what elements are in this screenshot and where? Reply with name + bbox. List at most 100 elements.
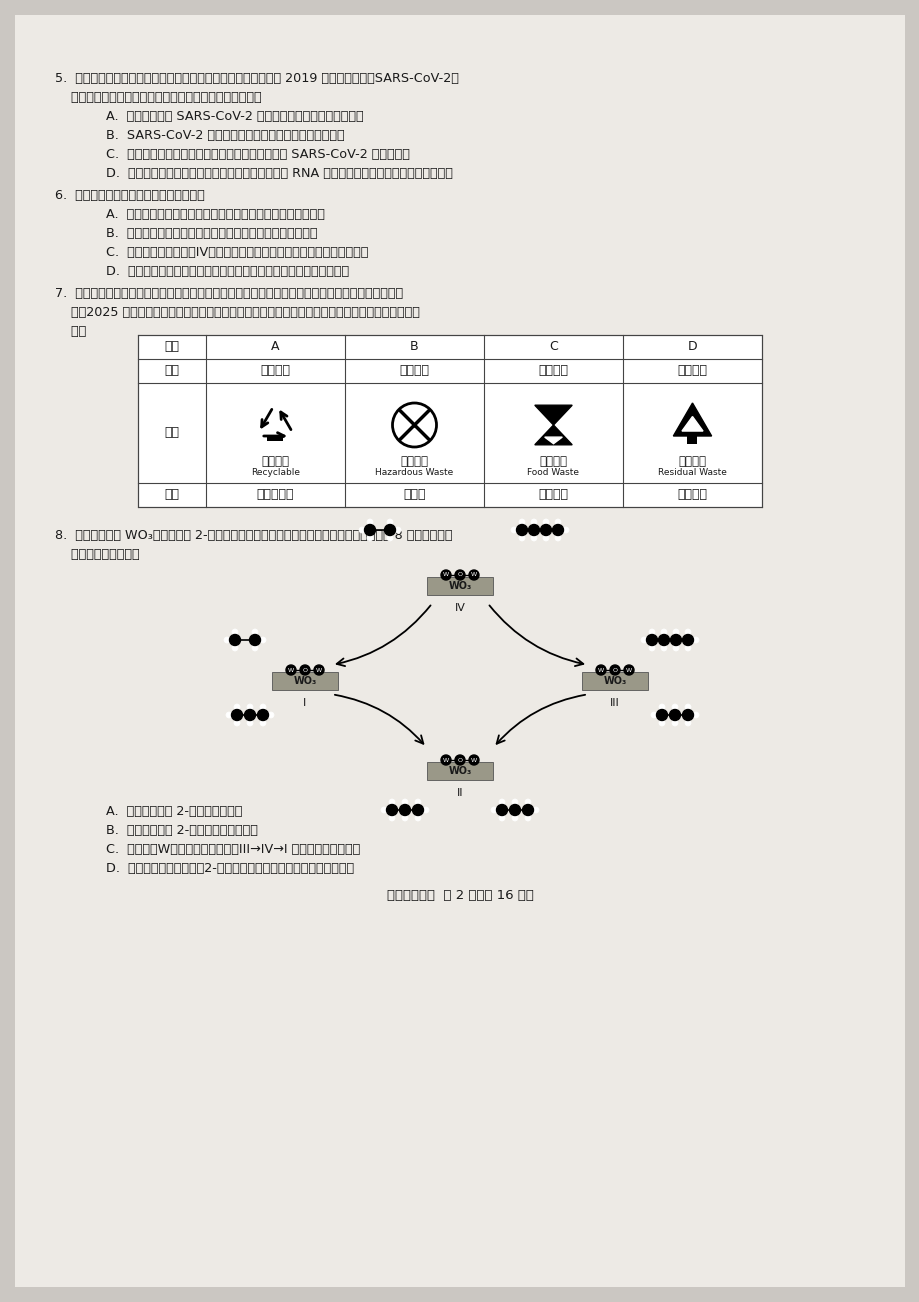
Circle shape [530, 519, 537, 525]
Circle shape [399, 805, 410, 815]
Text: 标志: 标志 [165, 427, 179, 440]
Circle shape [252, 644, 257, 651]
Circle shape [246, 720, 253, 727]
Text: 理科综合试题  第 2 页（共 16 页）: 理科综合试题 第 2 页（共 16 页） [386, 889, 533, 902]
FancyBboxPatch shape [686, 436, 697, 444]
Circle shape [692, 712, 698, 717]
Circle shape [658, 720, 664, 727]
Circle shape [367, 519, 372, 525]
Circle shape [313, 665, 323, 674]
Circle shape [491, 807, 496, 812]
Circle shape [512, 815, 517, 822]
Text: O: O [457, 573, 462, 578]
Circle shape [440, 570, 450, 579]
Circle shape [233, 720, 240, 727]
Circle shape [651, 712, 656, 717]
Circle shape [414, 815, 421, 822]
Text: I: I [303, 698, 306, 708]
Circle shape [223, 637, 230, 643]
Circle shape [542, 519, 549, 525]
Text: A.  人体细胞能为 SARS-CoV-2 的繁殖提供模板、原料和能量等: A. 人体细胞能为 SARS-CoV-2 的繁殖提供模板、原料和能量等 [90, 109, 363, 122]
Circle shape [532, 807, 539, 812]
Circle shape [525, 815, 530, 822]
Circle shape [232, 629, 238, 635]
Circle shape [244, 710, 255, 720]
Circle shape [260, 720, 266, 727]
Circle shape [389, 799, 394, 805]
Circle shape [358, 527, 365, 533]
Circle shape [562, 527, 568, 533]
Text: W: W [442, 758, 448, 763]
Circle shape [232, 644, 238, 651]
Text: 注：国际病毒分类委员会命名）。下列相关叙述正确的是: 注：国际病毒分类委员会命名）。下列相关叙述正确的是 [55, 91, 261, 104]
Circle shape [522, 805, 533, 815]
Text: C.  碳、钨（W）原子间的化学键在III→IV→I 的过程中未发生断裂: C. 碳、钨（W）原子间的化学键在III→IV→I 的过程中未发生断裂 [90, 842, 360, 855]
Circle shape [469, 570, 479, 579]
Circle shape [542, 535, 549, 542]
Circle shape [260, 704, 266, 710]
FancyBboxPatch shape [582, 672, 647, 690]
Circle shape [658, 634, 669, 646]
Circle shape [386, 805, 397, 815]
Text: WO₃: WO₃ [448, 581, 471, 591]
Text: W: W [471, 758, 477, 763]
FancyBboxPatch shape [267, 436, 283, 441]
Circle shape [246, 704, 253, 710]
Circle shape [596, 665, 606, 674]
Text: 废弃塑料瓶: 废弃塑料瓶 [256, 488, 294, 501]
Text: 旧电池: 旧电池 [403, 488, 425, 501]
Circle shape [496, 805, 507, 815]
Text: C.  花生子叶薄片用苏丹IV染液染色，显微镜下可观察到脂质都被染成红色: C. 花生子叶薄片用苏丹IV染液染色，显微镜下可观察到脂质都被染成红色 [90, 246, 368, 259]
Text: D: D [686, 341, 697, 354]
Text: O: O [302, 668, 307, 673]
Text: W: W [288, 668, 294, 673]
Circle shape [233, 704, 240, 710]
Circle shape [516, 525, 527, 535]
Circle shape [685, 720, 690, 727]
FancyBboxPatch shape [426, 577, 493, 595]
Text: B.  乙烯、丙烯和 2-丁烯的沸点依次升高: B. 乙烯、丙烯和 2-丁烯的沸点依次升高 [90, 824, 257, 837]
Circle shape [226, 712, 232, 717]
Text: W: W [625, 668, 631, 673]
Text: 厨余垃圾: 厨余垃圾 [539, 454, 567, 467]
Text: 举例: 举例 [165, 488, 179, 501]
Circle shape [510, 527, 516, 533]
Circle shape [518, 535, 525, 542]
Circle shape [387, 519, 392, 525]
Polygon shape [534, 424, 572, 445]
Text: D.  等质量的乙烯、丙烯、2-丁烯完全燃烧，消耗氧气的物质的量相等: D. 等质量的乙烯、丙烯、2-丁烯完全燃烧，消耗氧气的物质的量相等 [90, 862, 354, 875]
Text: 8.  科学家提出由 WO₃催化乙烯和 2-丁烯合成丙烯的反应历程如图（所有碳原子满足最外层 8 电子结构）。: 8. 科学家提出由 WO₃催化乙烯和 2-丁烯合成丙烯的反应历程如图（所有碳原子… [55, 529, 452, 542]
Circle shape [658, 704, 664, 710]
Circle shape [300, 665, 310, 674]
Polygon shape [544, 437, 562, 444]
Circle shape [685, 644, 690, 651]
Text: C.  患者在感染初期需要使用抗生素进行治疗以阻止 SARS-CoV-2 病毒的扩散: C. 患者在感染初期需要使用抗生素进行治疗以阻止 SARS-CoV-2 病毒的扩… [90, 148, 410, 161]
Circle shape [423, 807, 428, 812]
Text: 其他垃圾: 其他垃圾 [676, 365, 707, 378]
Circle shape [394, 527, 401, 533]
Text: 剩饭剩菜: 剩饭剩菜 [538, 488, 568, 501]
Circle shape [682, 710, 693, 720]
Circle shape [286, 665, 296, 674]
Text: 其他垃圾: 其他垃圾 [678, 454, 706, 467]
Circle shape [609, 665, 619, 674]
Polygon shape [681, 417, 702, 431]
Text: W: W [315, 668, 322, 673]
Circle shape [498, 815, 505, 822]
Text: 5.  新型冠状病毒感染的肺炎是一种急性感染性肺炎，其病原体为 2019 新型冠状病毒（SARS-CoV-2，: 5. 新型冠状病毒感染的肺炎是一种急性感染性肺炎，其病原体为 2019 新型冠状… [55, 72, 459, 85]
Text: 7.  实行垃圾分类，关系广大人民群众生活环境，关系节约使用资源，也是社会文明水平的一个重要体: 7. 实行垃圾分类，关系广大人民群众生活环境，关系节约使用资源，也是社会文明水平… [55, 286, 403, 299]
Circle shape [528, 525, 539, 535]
Text: 6.  下列关于实验材料用具的说法正确的是: 6. 下列关于实验材料用具的说法正确的是 [55, 189, 205, 202]
Text: B.  观察植物细胞的质壁分离和复原过程不一定要选用活细胞: B. 观察植物细胞的质壁分离和复原过程不一定要选用活细胞 [90, 227, 317, 240]
Text: O: O [457, 758, 462, 763]
Circle shape [267, 712, 274, 717]
Circle shape [455, 755, 464, 766]
Text: A.  乙烯、丙烯和 2-丁烯互为同系物: A. 乙烯、丙烯和 2-丁烯互为同系物 [90, 805, 242, 818]
Circle shape [229, 634, 240, 646]
Circle shape [540, 525, 550, 535]
FancyBboxPatch shape [426, 762, 493, 780]
Circle shape [525, 799, 530, 805]
Text: III: III [609, 698, 619, 708]
Text: 类别: 类别 [165, 365, 179, 378]
Circle shape [498, 799, 505, 805]
